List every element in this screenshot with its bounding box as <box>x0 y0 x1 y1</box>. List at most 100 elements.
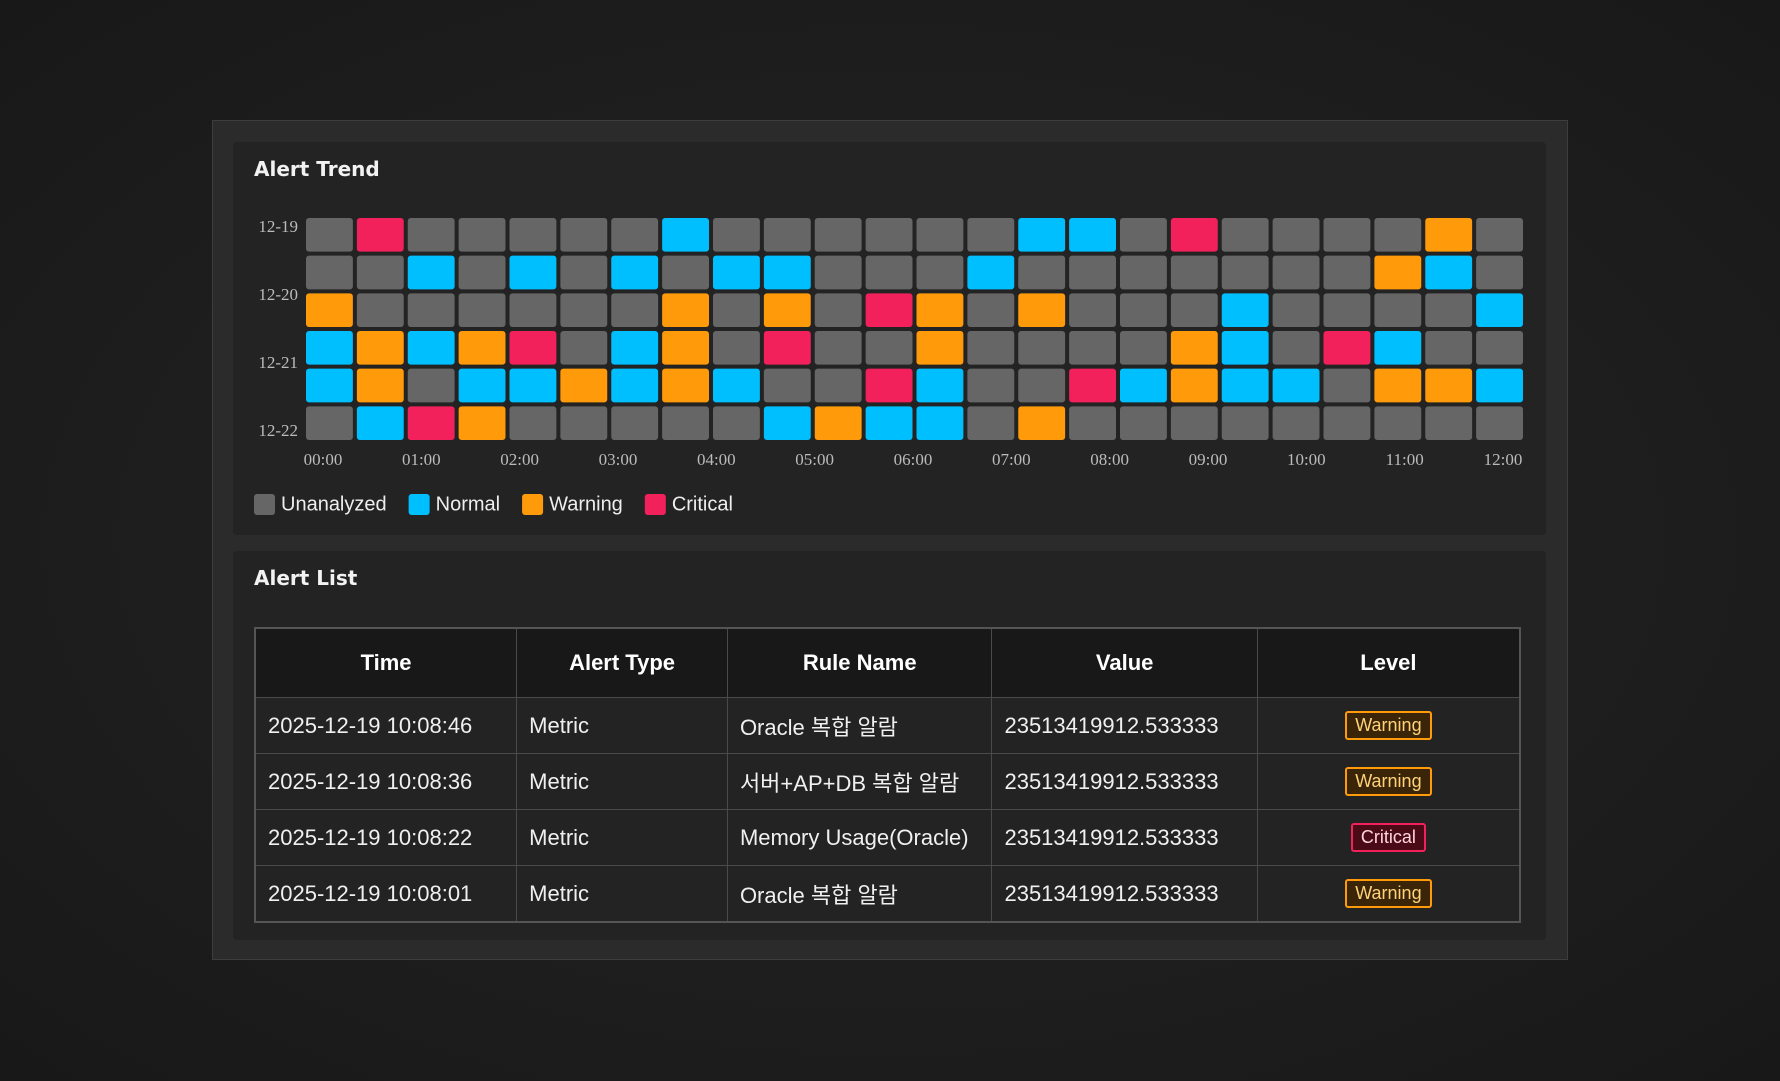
heat-cell <box>1323 293 1371 327</box>
heat-cell <box>611 368 659 403</box>
heat-cell <box>356 368 404 403</box>
table-cell: Metric <box>516 697 728 754</box>
heat-cell <box>560 331 608 365</box>
card-title: Alert List <box>254 566 358 590</box>
x-label: 10:00 <box>1287 450 1326 469</box>
legend-label: Warning <box>549 493 623 515</box>
heat-cell <box>1120 218 1167 252</box>
heat-cell <box>1374 293 1422 327</box>
heat-cell <box>1018 293 1066 327</box>
heat-cell <box>458 218 506 252</box>
column-header: Rule Name <box>726 627 993 698</box>
heat-cell <box>611 218 659 252</box>
heat-cell <box>356 406 404 440</box>
x-label: 02:00 <box>500 450 539 469</box>
table-cell: 서버+AP+DB 복합 알람 <box>726 753 993 810</box>
heat-cell <box>1018 255 1066 290</box>
heat-cell <box>1425 293 1473 327</box>
heat-cell <box>1374 406 1422 440</box>
heat-cell <box>306 255 353 290</box>
heat-cell <box>407 293 455 327</box>
heat-cell <box>713 368 760 403</box>
heat-cell <box>1425 368 1473 403</box>
level-badge: Warning <box>1345 711 1432 740</box>
heat-cell <box>814 218 862 252</box>
heat-cell <box>662 331 709 365</box>
table-cell: 23513419912.533333 <box>991 753 1258 810</box>
y-label: 12-22 <box>258 421 298 440</box>
heat-cell <box>1323 406 1371 440</box>
heat-cell <box>1272 255 1320 290</box>
heat-cell <box>1221 406 1269 440</box>
x-label: 11:00 <box>1386 450 1424 469</box>
heat-cell <box>1221 218 1269 252</box>
heat-cell <box>713 406 760 440</box>
heat-cell <box>814 255 862 290</box>
heat-cell <box>458 331 506 365</box>
heat-cell <box>1425 255 1473 290</box>
heat-cell <box>407 406 455 440</box>
heat-cell <box>1120 368 1167 403</box>
heat-cell <box>458 293 506 327</box>
heat-cell <box>560 218 608 252</box>
heat-cell <box>560 368 608 403</box>
heat-cell <box>763 255 811 290</box>
y-label: 12-20 <box>258 285 298 304</box>
heat-cell <box>306 331 353 365</box>
table-cell: 23513419912.533333 <box>991 809 1258 866</box>
heat-cell <box>1272 293 1320 327</box>
heat-cell <box>1323 218 1371 252</box>
legend-label: Critical <box>672 493 733 515</box>
heat-cell <box>356 331 404 365</box>
table-cell: Metric <box>516 809 728 866</box>
heat-cell <box>1272 218 1320 252</box>
heat-cell <box>916 406 964 440</box>
legend-swatch <box>254 494 275 515</box>
heat-cell <box>407 331 455 365</box>
heat-cell <box>1323 331 1371 365</box>
heat-cell <box>1374 255 1422 290</box>
heat-cell <box>814 406 862 440</box>
level-cell: Warning <box>1256 697 1521 754</box>
heat-cell <box>763 331 811 365</box>
heat-cell <box>763 406 811 440</box>
heat-cell <box>306 293 353 327</box>
legend-swatch <box>644 494 666 515</box>
heat-cell <box>967 255 1015 290</box>
alert-table: Time Alert Type Rule Name Value Level 2025-1… <box>254 627 1521 923</box>
card-title: Alert Trend <box>254 157 380 181</box>
heat-cell <box>1120 293 1167 327</box>
column-header: Level <box>1256 627 1521 698</box>
legend-label: Normal <box>436 493 500 515</box>
list-card: Alert List Time Alert Type Rule Name Value L… <box>233 551 1546 940</box>
heat-cell <box>1018 406 1066 440</box>
table-row: 2025-12-19 10:08:01 Metric Oracle 복합 알람 235… <box>254 865 1521 923</box>
x-label: 01:00 <box>402 450 441 469</box>
column-header: Value <box>991 627 1258 698</box>
level-badge: Warning <box>1345 767 1432 796</box>
heat-cell <box>1069 293 1116 327</box>
heat-cell <box>306 218 353 252</box>
heat-cell <box>967 368 1015 403</box>
heat-cell <box>306 368 353 403</box>
heat-cell <box>916 293 964 327</box>
heat-cell <box>1170 218 1218 252</box>
heat-cell <box>560 406 608 440</box>
column-header: Alert Type <box>516 627 728 698</box>
heat-cell <box>967 218 1015 252</box>
level-cell: Warning <box>1256 753 1521 810</box>
heat-cell <box>814 368 862 403</box>
heat-cell <box>967 293 1015 327</box>
heat-cell <box>865 331 913 365</box>
heat-cell <box>1221 368 1269 403</box>
heat-cell <box>1374 331 1422 365</box>
heat-cell <box>916 218 964 252</box>
heat-cell <box>509 331 557 365</box>
heat-cell <box>1221 255 1269 290</box>
heat-cell <box>611 293 659 327</box>
level-badge: Critical <box>1350 823 1426 852</box>
heat-cell <box>1476 255 1523 290</box>
heat-cell <box>1221 293 1269 327</box>
heat-cell <box>1069 331 1116 365</box>
